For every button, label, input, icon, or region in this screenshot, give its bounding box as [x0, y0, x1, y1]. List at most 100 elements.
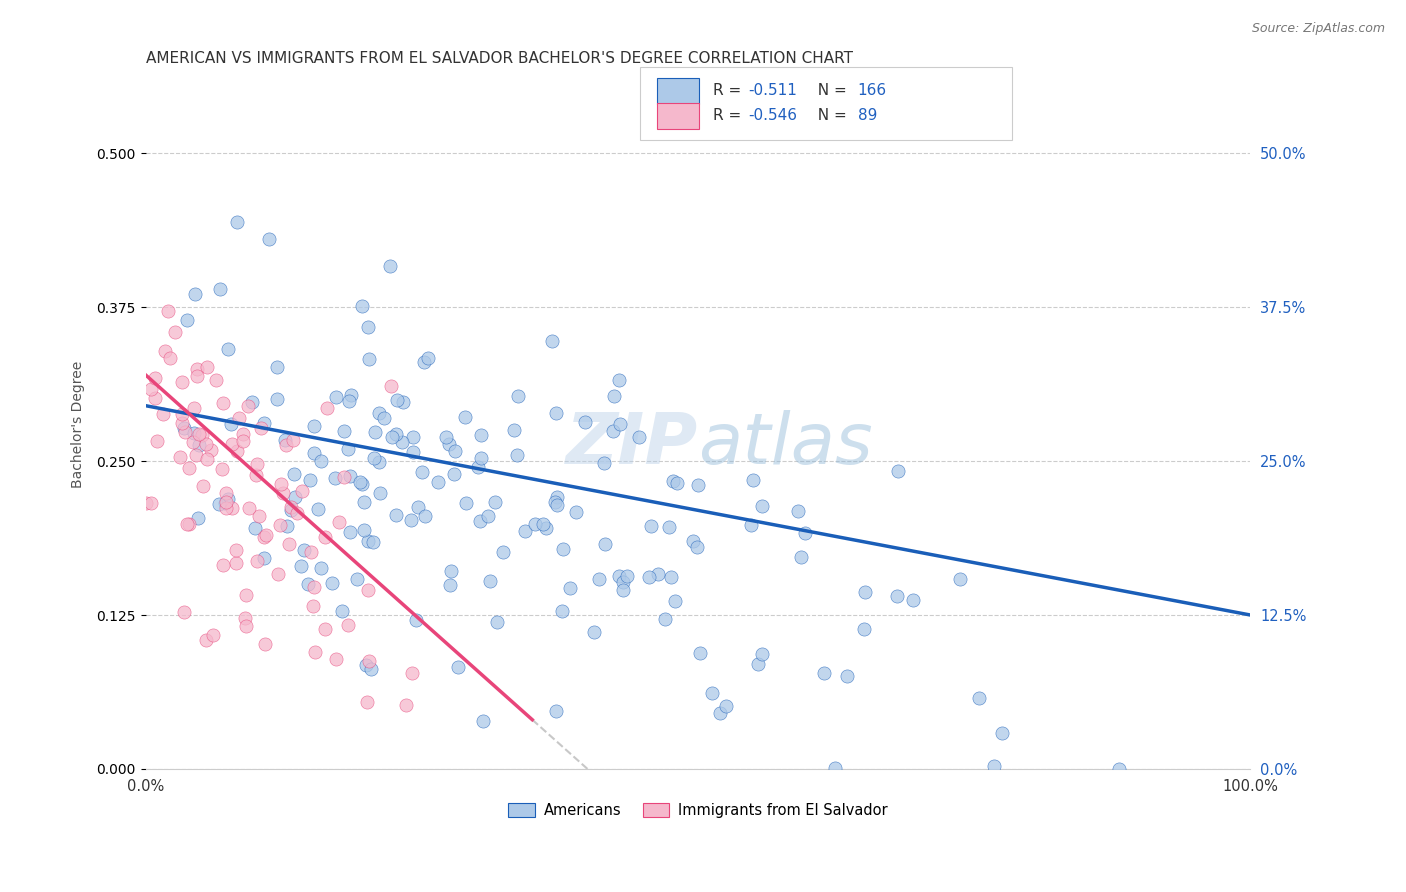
- Point: [298, 473, 321, 487]
- Point: [194, 437, 217, 451]
- Point: [291, 484, 314, 499]
- Point: [659, 570, 682, 584]
- Point: [524, 517, 547, 532]
- Point: [247, 508, 270, 523]
- Point: [506, 448, 529, 462]
- Point: [183, 401, 205, 415]
- Point: [321, 575, 343, 590]
- Point: [195, 360, 218, 375]
- Point: [236, 399, 259, 413]
- Point: [406, 500, 429, 514]
- Point: [336, 442, 359, 456]
- Point: [558, 581, 581, 595]
- Point: [486, 615, 509, 629]
- Point: [405, 613, 427, 627]
- Point: [361, 534, 384, 549]
- Point: [747, 657, 769, 671]
- Point: [664, 593, 686, 607]
- Point: [356, 695, 378, 709]
- Point: [233, 611, 256, 625]
- Point: [330, 605, 353, 619]
- Point: [156, 303, 179, 318]
- Point: [647, 567, 669, 582]
- Point: [702, 686, 724, 700]
- Point: [276, 519, 298, 533]
- Point: [177, 517, 200, 532]
- Point: [443, 467, 465, 481]
- Point: [363, 451, 385, 466]
- Point: [211, 395, 233, 409]
- Point: [184, 448, 207, 462]
- Point: [352, 477, 374, 491]
- Point: [232, 427, 254, 442]
- Point: [367, 455, 389, 469]
- Point: [204, 373, 226, 387]
- Text: Source: ZipAtlas.com: Source: ZipAtlas.com: [1251, 22, 1385, 36]
- Point: [546, 498, 568, 512]
- Point: [991, 726, 1014, 740]
- Point: [492, 544, 515, 558]
- Point: [225, 215, 247, 229]
- Point: [302, 580, 325, 594]
- Point: [360, 662, 382, 676]
- Point: [544, 407, 567, 421]
- Point: [949, 572, 972, 586]
- Point: [565, 505, 588, 519]
- Point: [246, 457, 269, 471]
- Point: [325, 390, 347, 404]
- Point: [276, 438, 298, 452]
- Point: [253, 530, 276, 544]
- Point: [254, 527, 277, 541]
- Point: [401, 445, 423, 459]
- Point: [232, 434, 254, 448]
- Point: [790, 549, 813, 564]
- Point: [215, 500, 238, 515]
- Point: [353, 523, 375, 537]
- Point: [682, 533, 704, 548]
- Point: [616, 569, 638, 583]
- Point: [439, 578, 461, 592]
- Point: [609, 417, 631, 432]
- Point: [274, 434, 297, 448]
- Point: [637, 570, 659, 584]
- Point: [215, 486, 238, 500]
- Point: [314, 622, 336, 636]
- Point: [333, 469, 356, 483]
- Point: [472, 714, 495, 729]
- Point: [447, 660, 470, 674]
- Text: AMERICAN VS IMMIGRANTS FROM EL SALVADOR BACHELOR'S DEGREE CORRELATION CHART: AMERICAN VS IMMIGRANTS FROM EL SALVADOR …: [146, 51, 852, 66]
- Point: [583, 624, 606, 639]
- Point: [228, 411, 250, 425]
- Point: [384, 427, 406, 442]
- Point: [179, 461, 201, 475]
- Point: [541, 334, 564, 348]
- Point: [238, 500, 260, 515]
- Point: [135, 496, 157, 510]
- Point: [688, 477, 710, 491]
- Y-axis label: Bachelor's Degree: Bachelor's Degree: [72, 360, 86, 488]
- Point: [214, 496, 236, 510]
- Point: [983, 759, 1005, 773]
- Point: [612, 583, 634, 598]
- Point: [666, 476, 689, 491]
- Point: [249, 421, 271, 435]
- Point: [364, 425, 387, 439]
- Point: [353, 495, 375, 509]
- Point: [416, 351, 439, 366]
- Point: [243, 521, 266, 535]
- Point: [169, 450, 191, 464]
- Point: [221, 500, 243, 515]
- Point: [440, 564, 463, 578]
- Point: [245, 468, 267, 483]
- Point: [357, 320, 380, 334]
- Point: [349, 475, 371, 489]
- Point: [314, 530, 336, 544]
- Legend: Americans, Immigrants from El Salvador: Americans, Immigrants from El Salvador: [502, 797, 893, 823]
- Point: [217, 342, 239, 356]
- Point: [333, 424, 356, 438]
- Point: [219, 417, 242, 432]
- Point: [139, 496, 162, 510]
- Point: [384, 508, 406, 523]
- Point: [628, 430, 651, 444]
- Point: [544, 704, 567, 718]
